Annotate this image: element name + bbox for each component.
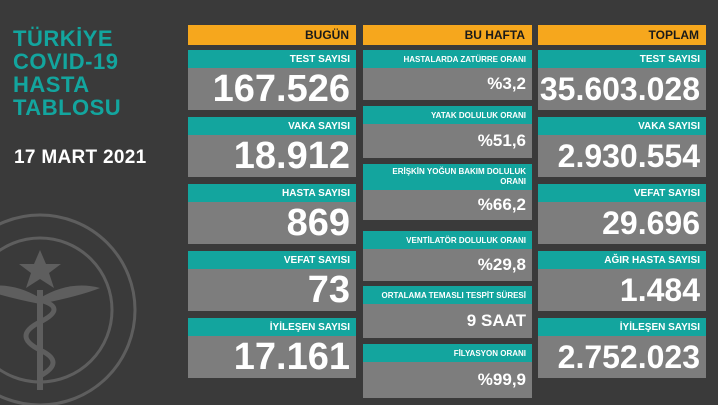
- card-label: VEFAT SAYISI: [188, 251, 356, 269]
- card-value: 2.930.554: [538, 135, 706, 177]
- card-label: VAKA SAYISI: [188, 117, 356, 135]
- column-header-week: BU HAFTA: [363, 25, 532, 45]
- card-label: VEFAT SAYISI: [538, 184, 706, 202]
- card-label: ERİŞKİN YOĞUN BAKIM DOLULUK ORANI: [363, 164, 532, 190]
- card-label: VENTİLATÖR DOLULUK ORANI: [363, 231, 532, 249]
- card-value: 29.696: [538, 202, 706, 244]
- card-label: VAKA SAYISI: [538, 117, 706, 135]
- card-value: 869: [188, 202, 356, 244]
- card-label: TEST SAYISI: [538, 50, 706, 68]
- title-line: TÜRKİYE: [13, 26, 114, 51]
- card-filiation-rate: FİLYASYON ORANI %99,9: [363, 344, 532, 398]
- card-label: TEST SAYISI: [188, 50, 356, 68]
- card-critical-total: AĞIR HASTA SAYISI 1.484: [538, 251, 706, 311]
- card-label: HASTALARDA ZATÜRRE ORANI: [363, 50, 532, 68]
- card-ventilator-occupancy: VENTİLATÖR DOLULUK ORANI %29,8: [363, 231, 532, 281]
- card-icu-occupancy: ERİŞKİN YOĞUN BAKIM DOLULUK ORANI %66,2: [363, 164, 532, 220]
- card-value: 73: [188, 269, 356, 311]
- card-value: 2.752.023: [538, 336, 706, 378]
- card-value: 35.603.028: [538, 68, 706, 110]
- column-header-today: BUGÜN: [188, 25, 356, 45]
- card-recovered-total: İYİLEŞEN SAYISI 2.752.023: [538, 318, 706, 378]
- card-patients-today: HASTA SAYISI 869: [188, 184, 356, 244]
- card-value: %66,2: [363, 190, 532, 220]
- card-test-today: TEST SAYISI 167.526: [188, 50, 356, 110]
- column-header-total: TOPLAM: [538, 25, 706, 45]
- card-test-total: TEST SAYISI 35.603.028: [538, 50, 706, 110]
- card-value: %99,9: [363, 362, 532, 398]
- card-deaths-total: VEFAT SAYISI 29.696: [538, 184, 706, 244]
- title-line: HASTA: [13, 72, 90, 97]
- card-label: YATAK DOLULUK ORANI: [363, 106, 532, 124]
- card-label: AĞIR HASTA SAYISI: [538, 251, 706, 269]
- card-value: 9 SAAT: [363, 304, 532, 338]
- card-value: 1.484: [538, 269, 706, 311]
- card-label: ORTALAMA TEMASLI TESPİT SÜRESİ: [363, 286, 532, 304]
- card-label: HASTA SAYISI: [188, 184, 356, 202]
- card-value: 18.912: [188, 135, 356, 177]
- card-cases-total: VAKA SAYISI 2.930.554: [538, 117, 706, 177]
- title-line: COVID-19: [13, 49, 119, 74]
- card-value: %51,6: [363, 124, 532, 158]
- card-label: İYİLEŞEN SAYISI: [538, 318, 706, 336]
- card-recovered-today: İYİLEŞEN SAYISI 17.161: [188, 318, 356, 378]
- card-label: FİLYASYON ORANI: [363, 344, 532, 362]
- card-value: 167.526: [188, 68, 356, 110]
- card-value: 17.161: [188, 336, 356, 378]
- report-date: 17 MART 2021: [14, 147, 147, 168]
- card-deaths-today: VEFAT SAYISI 73: [188, 251, 356, 311]
- card-pneumonia-rate: HASTALARDA ZATÜRRE ORANI %3,2: [363, 50, 532, 100]
- card-bed-occupancy: YATAK DOLULUK ORANI %51,6: [363, 106, 532, 158]
- title-line: TABLOSU: [13, 95, 122, 120]
- card-cases-today: VAKA SAYISI 18.912: [188, 117, 356, 177]
- card-contact-detection-time: ORTALAMA TEMASLI TESPİT SÜRESİ 9 SAAT: [363, 286, 532, 338]
- ministry-of-health-emblem-icon: [0, 213, 137, 405]
- title: TÜRKİYE COVID-19 HASTA TABLOSU: [13, 27, 121, 119]
- card-label: İYİLEŞEN SAYISI: [188, 318, 356, 336]
- card-value: %29,8: [363, 249, 532, 281]
- card-value: %3,2: [363, 68, 532, 100]
